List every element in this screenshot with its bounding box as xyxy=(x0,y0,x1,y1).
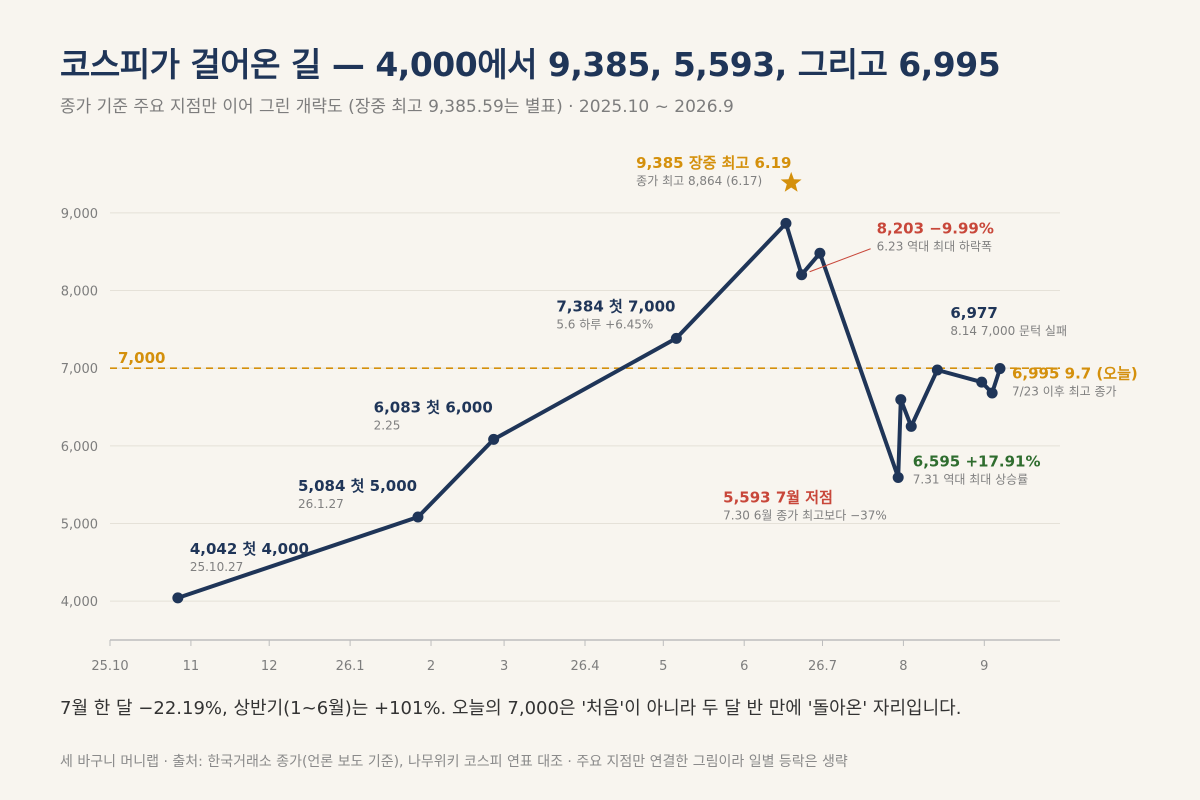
data-point[interactable] xyxy=(895,394,907,406)
annotation-title: 5,593 7월 저점 xyxy=(723,488,833,506)
y-tick-label: 5,000 xyxy=(61,518,98,533)
y-tick-label: 4,000 xyxy=(61,595,98,610)
annotation-leader-line xyxy=(809,248,871,273)
y-tick-label: 6,000 xyxy=(61,440,98,455)
annotation-title: 6,995 9.7 (오늘) xyxy=(1012,365,1138,383)
reference-line-label: 7,000 xyxy=(118,349,165,367)
x-tick-label: 26.1 xyxy=(336,659,365,674)
data-point[interactable] xyxy=(670,332,682,344)
data-point[interactable] xyxy=(994,363,1006,375)
annotation-title: 5,084 첫 5,000 xyxy=(298,477,417,495)
series-line xyxy=(175,221,1002,600)
annotation-title: 8,203 −9.99% xyxy=(877,220,994,238)
data-point[interactable] xyxy=(488,433,500,445)
annotation-subtitle: 5.6 하루 +6.45% xyxy=(556,317,653,331)
annotation-subtitle: 26.1.27 xyxy=(298,497,344,511)
data-point[interactable] xyxy=(780,217,792,229)
y-tick-label: 9,000 xyxy=(61,207,98,222)
x-tick-label: 11 xyxy=(183,659,200,674)
y-tick-label: 7,000 xyxy=(61,362,98,377)
x-tick-label: 25.10 xyxy=(91,659,128,674)
data-point[interactable] xyxy=(986,387,998,399)
x-tick-label: 8 xyxy=(899,659,907,674)
annotation-subtitle: 7.30 6월 종가 최고보다 −37% xyxy=(723,508,887,522)
x-tick-label: 26.7 xyxy=(808,659,837,674)
summary-text: 7월 한 달 −22.19%, 상반기(1~6월)는 +101%. 오늘의 7,… xyxy=(60,698,962,719)
annotation-title: 6,083 첫 6,000 xyxy=(374,398,493,416)
data-point[interactable] xyxy=(412,511,424,523)
data-point[interactable] xyxy=(905,420,917,432)
x-tick-label: 3 xyxy=(500,659,508,674)
chart-subtitle: 종가 기준 주요 지점만 이어 그린 개략도 (장중 최고 9,385.59는 … xyxy=(60,97,734,117)
y-tick-label: 8,000 xyxy=(61,285,98,300)
annotation-subtitle: 7/23 이후 최고 종가 xyxy=(1012,385,1117,399)
data-point[interactable] xyxy=(814,247,826,259)
data-point[interactable] xyxy=(931,364,943,376)
chart-title: 코스피가 걸어온 길 — 4,000에서 9,385, 5,593, 그리고 6… xyxy=(60,45,1001,84)
annotation-subtitle: 7.31 역대 최대 상승률 xyxy=(913,473,1028,487)
x-tick-label: 5 xyxy=(659,659,667,674)
kospi-line-chart: 4,000 5,000 6,000 7,000 8,000 9,000 25.10 11 12 2… xyxy=(61,154,1138,674)
annotation-title: 7,384 첫 7,000 xyxy=(556,297,675,315)
x-tick-label: 12 xyxy=(261,659,278,674)
annotation-title: 4,042 첫 4,000 xyxy=(190,540,309,558)
footer-source: 세 바구니 머니랩 · 출처: 한국거래소 종가(언론 보도 기준), 나무위키… xyxy=(60,754,848,770)
x-tick-label: 2 xyxy=(427,659,435,674)
data-point[interactable] xyxy=(796,269,808,281)
data-point[interactable] xyxy=(976,376,988,388)
annotation-subtitle: 2.25 xyxy=(374,418,401,432)
data-point[interactable] xyxy=(172,592,184,604)
annotation-title: 6,595 +17.91% xyxy=(913,453,1041,471)
x-tick-label: 26.4 xyxy=(571,659,600,674)
annotation-subtitle: 종가 최고 8,864 (6.17) xyxy=(636,174,762,188)
annotation-title: 9,385 장중 최고 6.19 xyxy=(636,154,791,172)
annotation-subtitle: 8.14 7,000 문턱 실패 xyxy=(950,324,1067,338)
intraday-high-star-icon xyxy=(780,171,802,192)
data-point[interactable] xyxy=(892,471,904,483)
annotation-subtitle: 25.10.27 xyxy=(190,560,243,574)
x-tick-label: 9 xyxy=(980,659,988,674)
x-tick-label: 6 xyxy=(740,659,748,674)
annotation-subtitle: 6.23 역대 최대 하락폭 xyxy=(877,240,992,254)
annotation-title: 6,977 xyxy=(950,304,997,322)
